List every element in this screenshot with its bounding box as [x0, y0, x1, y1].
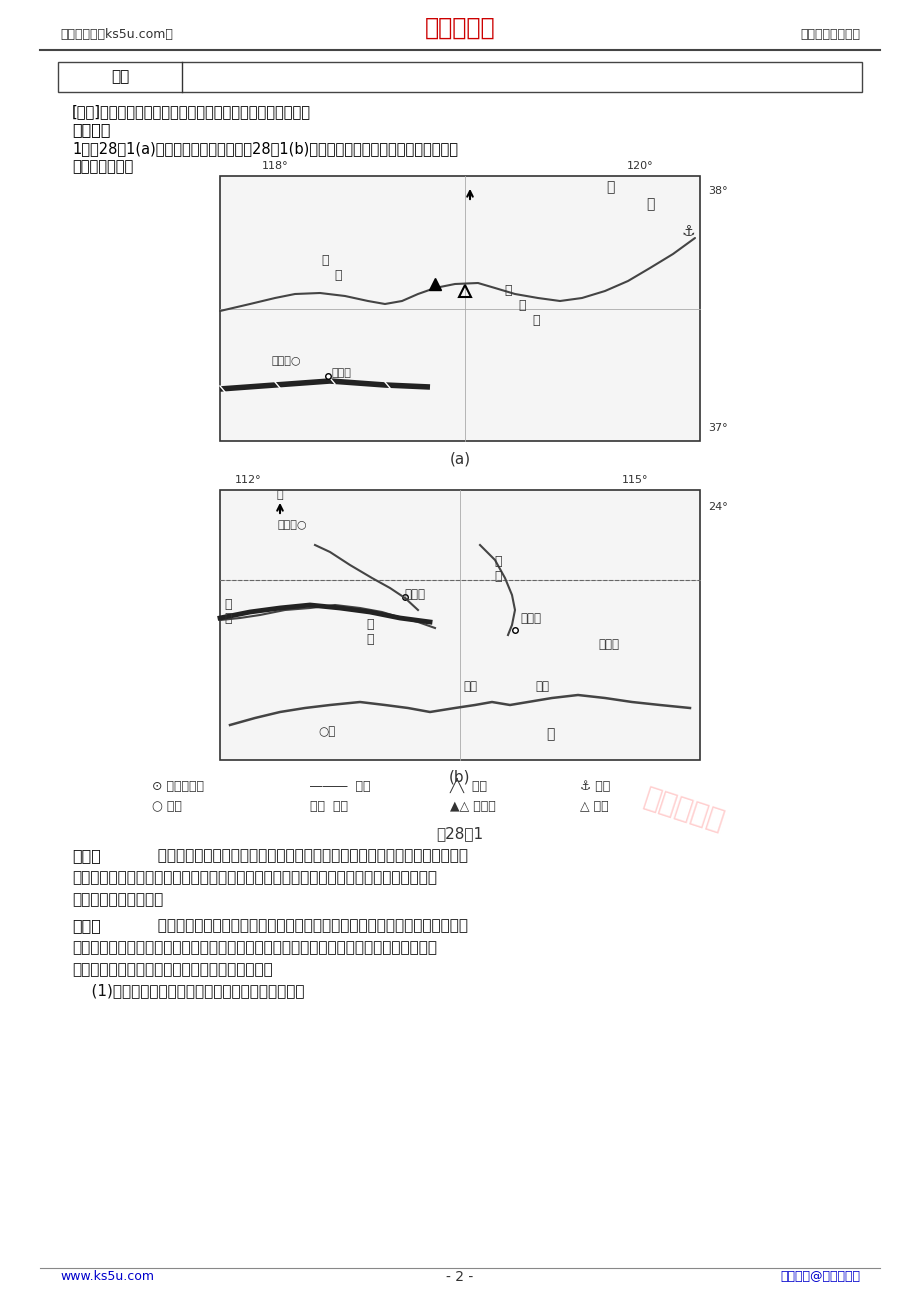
Text: ╱╲  河流: ╱╲ 河流: [449, 777, 487, 793]
Text: ⚓: ⚓: [680, 224, 694, 240]
Text: 版权所有@高考资源网: 版权所有@高考资源网: [779, 1271, 859, 1284]
Text: 可显著降低生产成本。: 可显著降低生产成本。: [72, 892, 163, 907]
Text: ○ 城市: ○ 城市: [152, 799, 182, 812]
Text: 海: 海: [645, 197, 653, 211]
Text: 高考资源网: 高考资源网: [640, 784, 727, 836]
Text: △ 盐场: △ 盐场: [579, 799, 608, 812]
Text: ⊙ 特别行政区: ⊙ 特别行政区: [152, 780, 204, 793]
Text: 海: 海: [545, 727, 553, 741]
Text: 38°: 38°: [708, 186, 727, 197]
Bar: [58, 62, 861, 92]
Text: 115°: 115°: [621, 475, 648, 486]
Bar: [220, 490, 699, 760]
Text: (b): (b): [448, 769, 471, 785]
Text: 您身边的高考专家: 您身边的高考专家: [800, 29, 859, 42]
Text: 高考资源网: 高考资源网: [425, 16, 494, 40]
Text: 域，将汕尾市和英德市划为重点开发区域。深圳市计划转出化学、造纸等行业的部分企业，: 域，将汕尾市和英德市划为重点开发区域。深圳市计划转出化学、造纸等行业的部分企业，: [72, 940, 437, 954]
Text: 118°: 118°: [261, 161, 288, 171]
Text: - 2 -: - 2 -: [446, 1269, 473, 1284]
Text: 湾: 湾: [532, 314, 539, 327]
Text: 规范演练: 规范演练: [72, 122, 110, 137]
Text: 香港: 香港: [535, 680, 549, 693]
Text: 24°: 24°: [708, 503, 727, 512]
Text: 江: 江: [366, 633, 373, 646]
Text: 图28－1: 图28－1: [436, 825, 483, 841]
Text: 河: 河: [334, 270, 341, 283]
Text: ―――  鐵路: ――― 鐵路: [310, 780, 370, 793]
Text: 胜利油田在湤海采取「海油陆采」的方式开采石油，即建设自海岸线向海中延: 胜利油田在湤海采取「海油陆采」的方式开采石油，即建设自海岸线向海中延: [148, 848, 468, 863]
Text: ⚓ 港口: ⚓ 港口: [579, 780, 609, 793]
Text: (a): (a): [449, 450, 470, 466]
Text: 珠: 珠: [366, 618, 373, 631]
Text: 112°: 112°: [234, 475, 261, 486]
Text: 江: 江: [224, 612, 232, 625]
Text: 深圳市: 深圳市: [519, 612, 540, 625]
Text: 1．图28－1(a)为黄河三角洲示意图，图28－1(b)为珠江三角洲示意图。根据图文材料，: 1．图28－1(a)为黄河三角洲示意图，图28－1(b)为珠江三角洲示意图。根据…: [72, 141, 458, 156]
Text: www.ks5u.com: www.ks5u.com: [60, 1271, 153, 1284]
Text: 材料一: 材料一: [72, 848, 101, 863]
Text: 江: 江: [494, 570, 501, 583]
Text: 广州市: 广州市: [404, 589, 425, 602]
Text: 西: 西: [224, 598, 232, 611]
Text: 汕尾市: 汕尾市: [597, 638, 618, 651]
Text: 东营市: 东营市: [332, 368, 351, 378]
Text: 完成下列问题。: 完成下列问题。: [72, 159, 133, 174]
Text: 37°: 37°: [708, 423, 727, 434]
Text: ○南: ○南: [318, 725, 335, 738]
Text: 伸的入海道路，在入海道路的末端建设人工岛，并在岛上钒井开采海底石油，这种开采方式: 伸的入海道路，在入海道路的末端建设人工岛，并在岛上钒井开采海底石油，这种开采方式: [72, 870, 437, 885]
Text: 北: 北: [277, 490, 283, 500]
Text: 滨州市○: 滨州市○: [272, 355, 301, 366]
Bar: [220, 176, 699, 441]
Text: 根据经济社会发展现状和资源环境承载能力，广东省将深圳市划为优化开发区: 根据经济社会发展现状和资源环境承载能力，广东省将深圳市划为优化开发区: [148, 918, 468, 934]
Text: 材料二: 材料二: [72, 918, 101, 934]
Text: 黄: 黄: [321, 254, 328, 267]
Text: 汕尾市和英德市为承接深圳市转出企业的备选地。: 汕尾市和英德市为承接深圳市转出企业的备选地。: [72, 962, 272, 976]
Text: ▲△ 油气田: ▲△ 油气田: [449, 799, 495, 812]
Text: 要领: 要领: [111, 69, 129, 85]
Text: 州: 州: [517, 299, 525, 312]
Text: 英德市○: 英德市○: [278, 519, 307, 530]
Text: 澳门: 澳门: [462, 680, 476, 693]
Text: 东: 东: [494, 555, 501, 568]
Text: 高考资源网（ks5u.com）: 高考资源网（ks5u.com）: [60, 29, 173, 42]
Text: 120°: 120°: [626, 161, 652, 171]
Text: (1)简析「海油陆采」一般在什么自然条件下进行。: (1)简析「海油陆采」一般在什么自然条件下进行。: [72, 983, 304, 999]
Text: [答案]优化产业结构，提高工业集聚效益（扩大产业规模）。: [答案]优化产业结构，提高工业集聚效益（扩大产业规模）。: [72, 104, 311, 118]
Text: 渤: 渤: [605, 180, 614, 194]
Text: 〜〜  水域: 〜〜 水域: [310, 799, 347, 812]
Text: 业: 业: [504, 284, 511, 297]
